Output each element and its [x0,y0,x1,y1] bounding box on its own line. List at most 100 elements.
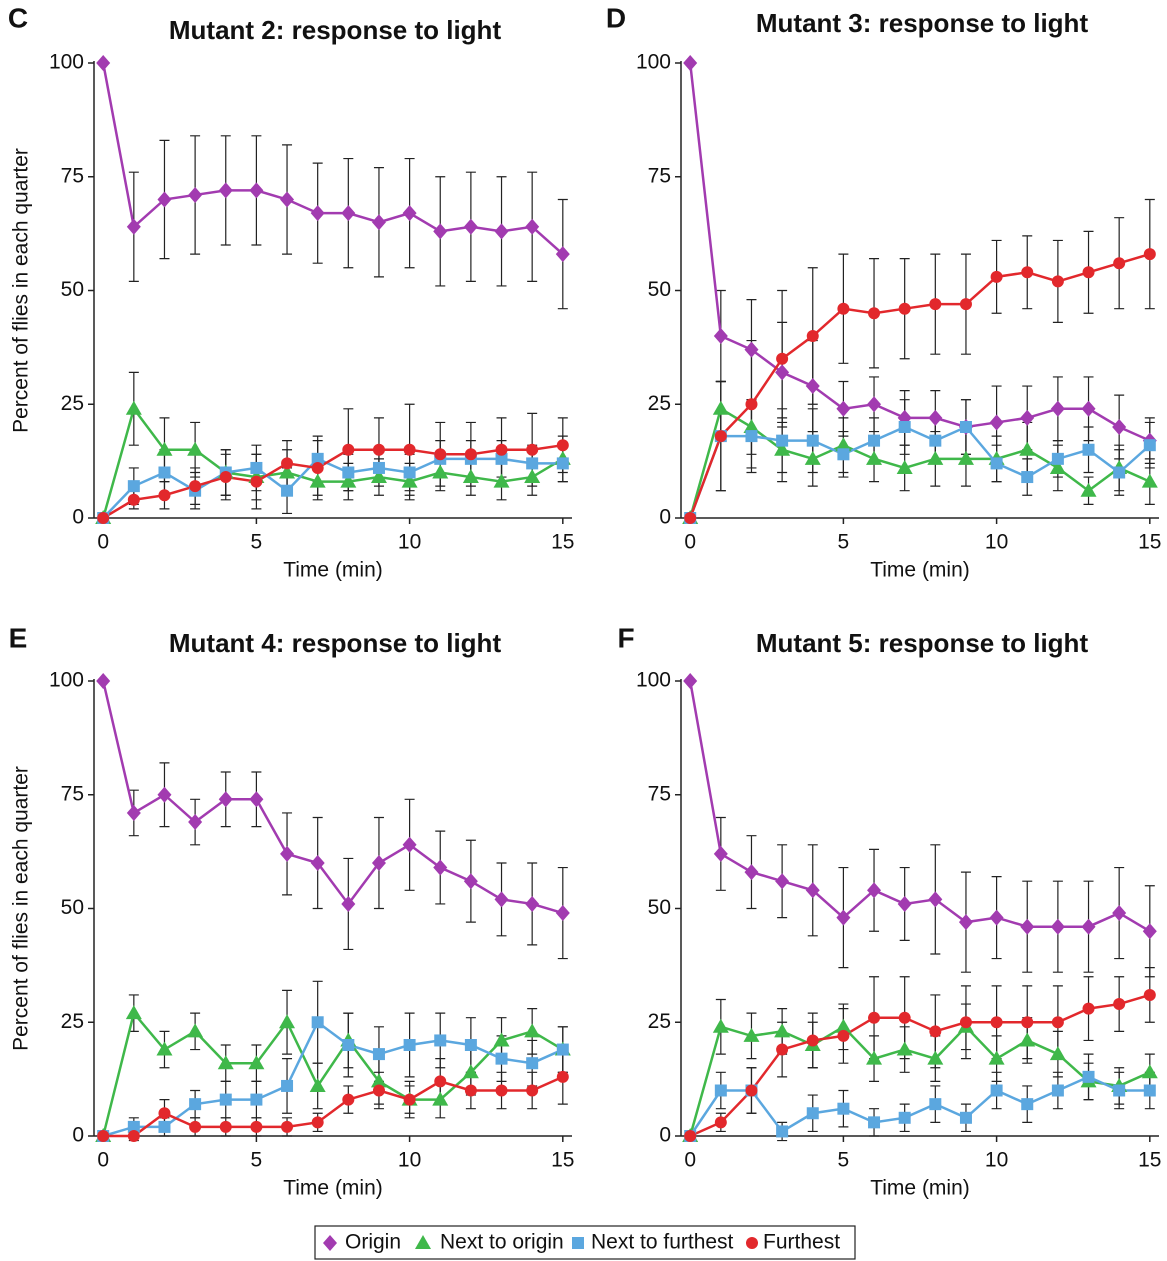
marker-diamond [1112,905,1127,922]
marker-triangle [156,441,173,456]
marker-square [495,452,508,465]
marker-triangle [524,469,541,484]
marker-square [1113,466,1126,479]
marker-circle [868,1011,881,1024]
marker-diamond [928,891,943,908]
marker-diamond [1020,918,1035,935]
x-tick-label: 15 [551,531,574,554]
marker-diamond [555,246,570,263]
marker-triangle [432,1091,449,1106]
panel-label: E [9,622,28,653]
marker-diamond [126,218,141,235]
marker-circle [1021,266,1034,279]
y-tick-label: 0 [659,506,671,529]
marker-circle [746,1237,758,1249]
marker-circle [250,475,263,488]
marker-square [929,1098,942,1111]
y-tick-label: 25 [61,1010,84,1033]
marker-circle [1143,988,1156,1001]
marker-diamond [402,836,417,853]
marker-circle [776,352,789,365]
marker-diamond [775,873,790,890]
marker-diamond [928,409,943,426]
marker-triangle [462,469,479,484]
marker-diamond [96,55,111,71]
legend-label: Next to furthest [591,1231,734,1254]
marker-circle [929,298,942,311]
marker-square [1143,1084,1156,1097]
series-line [101,406,564,519]
marker-circle [219,471,232,484]
marker-diamond [525,895,540,912]
marker-square [745,430,758,443]
marker-square [495,1052,508,1065]
x-tick-label: 15 [1138,1149,1161,1172]
x-tick-label: 0 [684,1149,696,1172]
marker-square [868,434,881,447]
marker-triangle [309,1077,326,1092]
marker-triangle [279,1014,296,1029]
marker-diamond [1081,918,1096,935]
marker-triangle [370,469,387,484]
marker-diamond [249,182,264,199]
marker-circle [158,489,171,502]
marker-diamond [188,814,203,831]
y-tick-label: 25 [61,392,84,415]
marker-triangle [712,400,729,415]
marker-diamond [713,845,728,862]
series-line [689,425,1151,519]
marker-circle [372,1084,385,1097]
marker-circle [556,1070,569,1083]
marker-diamond [218,791,233,808]
marker-diamond [371,855,386,871]
x-tick-label: 5 [251,531,263,554]
marker-triangle [415,1235,431,1249]
y-tick-label: 100 [49,669,84,692]
marker-square [127,480,140,493]
marker-diamond [1050,918,1065,935]
marker-diamond [867,396,882,413]
marker-circle [158,1107,171,1120]
marker-circle [959,298,972,311]
marker-diamond [775,364,790,381]
x-tick-label: 10 [985,531,1008,554]
marker-square [1143,439,1156,452]
marker-triangle [125,400,142,415]
marker-triangle [927,450,944,465]
marker-circle [898,302,911,315]
marker-triangle [524,1023,541,1038]
marker-triangle [401,473,418,488]
y-tick-label: 75 [648,782,671,805]
marker-diamond [96,673,111,689]
marker-circle [495,1084,508,1097]
y-tick-label: 50 [648,278,671,301]
marker-square [806,1107,819,1120]
marker-diamond [867,882,882,899]
marker-circle [526,1084,539,1097]
series-line [102,443,563,520]
marker-circle [714,1116,727,1129]
marker-circle [990,270,1003,283]
marker-circle [1082,1002,1095,1015]
x-tick-label: 0 [97,531,109,554]
marker-diamond [371,214,386,231]
marker-diamond [341,895,356,912]
marker-diamond [555,905,570,922]
marker-square [403,1039,416,1051]
series-line [102,1020,564,1138]
marker-circle [219,1120,232,1133]
x-tick-label: 0 [97,1149,109,1172]
series-line [101,62,564,256]
marker-diamond [713,328,728,344]
series-line [688,680,1151,933]
marker-diamond [836,400,851,417]
marker-square [556,1043,569,1056]
x-tick-label: 5 [838,531,850,554]
marker-triangle [835,437,852,452]
y-tick-label: 25 [648,392,671,415]
marker-triangle [187,441,204,456]
marker-circle [372,443,385,456]
marker-square [1051,1084,1064,1097]
marker-square [1113,1084,1126,1097]
